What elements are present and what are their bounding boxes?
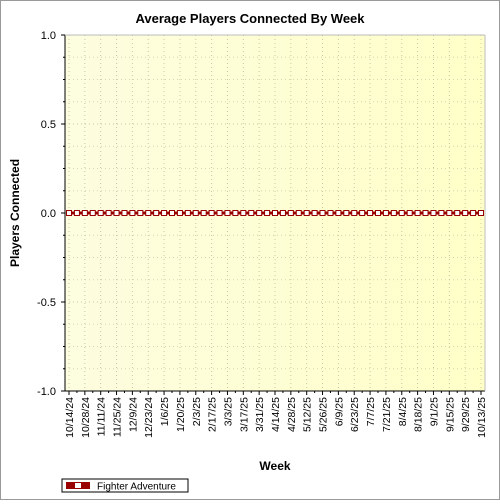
legend-marker <box>75 483 81 488</box>
y-tick-label: -0.5 <box>37 297 56 309</box>
data-point <box>81 210 88 216</box>
data-point <box>430 210 437 216</box>
y-axis-title: Players Connected <box>8 159 22 267</box>
data-point <box>272 210 278 216</box>
data-point <box>264 210 271 216</box>
x-tick-label: 9/29/25 <box>460 397 472 432</box>
series-group <box>66 210 484 216</box>
x-axis-title: Week <box>259 459 290 473</box>
legend-box <box>61 478 189 493</box>
data-point <box>375 210 381 216</box>
data-point <box>359 210 366 216</box>
data-point <box>169 210 175 216</box>
x-tick-label: 6/9/25 <box>333 397 345 426</box>
data-point <box>462 210 469 216</box>
data-point <box>406 210 413 216</box>
data-point <box>73 210 80 216</box>
data-point <box>129 210 136 216</box>
data-point <box>208 210 215 216</box>
x-tick-label: 12/23/24 <box>143 397 155 438</box>
x-tick-label: 11/25/24 <box>112 397 124 437</box>
legend: Fighter Adventure <box>61 478 189 493</box>
data-point <box>121 210 128 216</box>
data-point <box>446 210 453 216</box>
y-tick-label: 0.5 <box>41 119 56 131</box>
x-tick-label: 8/18/25 <box>413 397 425 432</box>
y-tick-label: 0.0 <box>41 208 56 220</box>
data-point <box>192 210 199 216</box>
x-tick-label: 3/17/25 <box>238 397 250 432</box>
x-tick-label: 9/1/25 <box>428 397 440 426</box>
x-tick-label: 1/6/25 <box>159 397 171 426</box>
data-point <box>414 210 421 216</box>
data-point <box>478 210 484 216</box>
x-tick-label: 4/14/25 <box>270 397 282 432</box>
data-point <box>367 210 374 216</box>
data-point <box>470 210 477 216</box>
data-point <box>335 210 342 216</box>
data-point <box>216 210 223 216</box>
axes <box>61 34 486 395</box>
x-tick-label: 10/28/24 <box>80 397 92 438</box>
data-point <box>240 210 247 216</box>
x-tick-label: 7/21/25 <box>381 397 393 432</box>
data-point <box>287 210 294 216</box>
x-tick-label: 11/11/24 <box>96 397 108 436</box>
data-point <box>398 210 405 216</box>
data-point <box>303 210 310 216</box>
x-tick-label: 5/26/25 <box>318 397 330 432</box>
x-tick-label: 2/3/25 <box>191 397 203 426</box>
x-tick-label: 3/31/25 <box>254 397 266 432</box>
data-point <box>137 210 144 216</box>
x-tick-label: 12/9/24 <box>127 397 139 432</box>
data-point <box>200 210 207 216</box>
x-tick-label: 3/3/25 <box>222 397 234 426</box>
x-tick-label: 5/12/25 <box>302 397 314 432</box>
grid-lines <box>65 34 485 392</box>
data-point <box>351 210 358 216</box>
data-point <box>161 210 168 216</box>
data-point <box>153 210 160 216</box>
data-point <box>248 210 255 216</box>
x-tick-labels: 10/14/24 10/28/24 11/11/24 11/25/24 12/9/24 1… <box>64 397 488 438</box>
data-point <box>390 210 397 216</box>
data-point <box>343 210 350 216</box>
data-point <box>422 210 429 216</box>
data-point <box>279 210 286 216</box>
y-tick-label: -1.0 <box>37 386 56 398</box>
x-tick-label: 1/20/25 <box>175 397 187 432</box>
data-point <box>176 210 183 216</box>
x-tick-label: 10/14/24 <box>64 397 76 438</box>
data-point <box>454 210 461 216</box>
x-tick-label: 6/23/25 <box>349 397 361 432</box>
data-point <box>382 210 389 216</box>
data-point <box>311 210 318 216</box>
data-point <box>97 210 104 216</box>
data-point <box>232 210 239 216</box>
data-point <box>295 210 302 216</box>
data-point <box>66 210 72 216</box>
y-tick-labels: 1.0 0.5 0.0 -0.5 -1.0 <box>37 30 56 398</box>
x-tick-label: 4/28/25 <box>286 397 298 432</box>
x-tick-label: 10/13/25 <box>476 397 488 438</box>
data-point <box>113 210 120 216</box>
data-point <box>184 210 191 216</box>
x-tick-label: 2/17/25 <box>207 397 219 432</box>
data-point <box>224 210 231 216</box>
legend-label: Fighter Adventure <box>97 482 176 493</box>
data-point <box>145 210 152 216</box>
y-tick-label: 1.0 <box>41 30 56 42</box>
data-point <box>105 210 112 216</box>
chart-title: Average Players Connected By Week <box>135 11 365 26</box>
data-point <box>438 210 445 216</box>
data-point <box>89 210 96 216</box>
x-tick-label: 9/15/25 <box>444 397 456 432</box>
x-tick-label: 8/4/25 <box>397 397 409 426</box>
data-point <box>256 210 263 216</box>
x-tick-label: 7/7/25 <box>365 397 377 426</box>
data-point <box>327 210 334 216</box>
data-point <box>319 210 326 216</box>
